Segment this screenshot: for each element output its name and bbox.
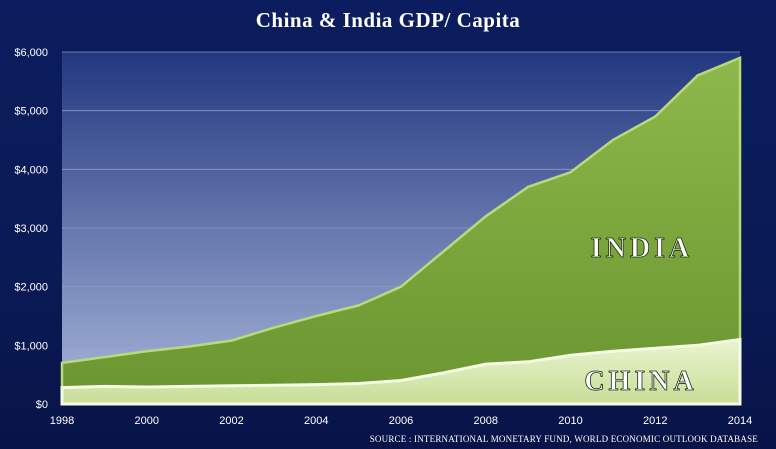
series-label-china: CHINA	[584, 366, 697, 397]
chart-title: China & India GDP/ Capita	[255, 8, 521, 32]
x-tick-label: 2006	[389, 415, 413, 427]
x-tick-label: 2014	[728, 415, 752, 427]
x-tick-label: 2000	[135, 415, 159, 427]
y-tick-label: $1,000	[14, 340, 48, 352]
x-tick-label: 2012	[643, 415, 667, 427]
y-tick-label: $6,000	[14, 47, 48, 59]
x-tick-label: 2004	[304, 415, 328, 427]
china-area	[60, 337, 742, 406]
y-axis: $0 $1,000 $2,000 $3,000 $4,000 $5,000 $6,000	[14, 47, 48, 411]
y-tick-label: $4,000	[14, 164, 48, 176]
y-tick-label: $0	[36, 399, 48, 411]
x-tick-label: 2010	[558, 415, 582, 427]
x-tick-label: 1998	[50, 415, 74, 427]
y-tick-label: $3,000	[14, 223, 48, 235]
series-label-india: INDIA	[591, 233, 693, 264]
y-tick-label: $5,000	[14, 106, 48, 118]
source-note: SOURCE : INTERNATIONAL MONETARY FUND, WO…	[369, 434, 758, 444]
y-tick-label: $2,000	[14, 282, 48, 294]
x-axis: 1998 2000 2002 2004 2006 2008 2010 2012 2014	[50, 415, 752, 427]
india-area	[60, 56, 742, 406]
x-tick-label: 2008	[474, 415, 498, 427]
x-tick-label: 2002	[219, 415, 243, 427]
